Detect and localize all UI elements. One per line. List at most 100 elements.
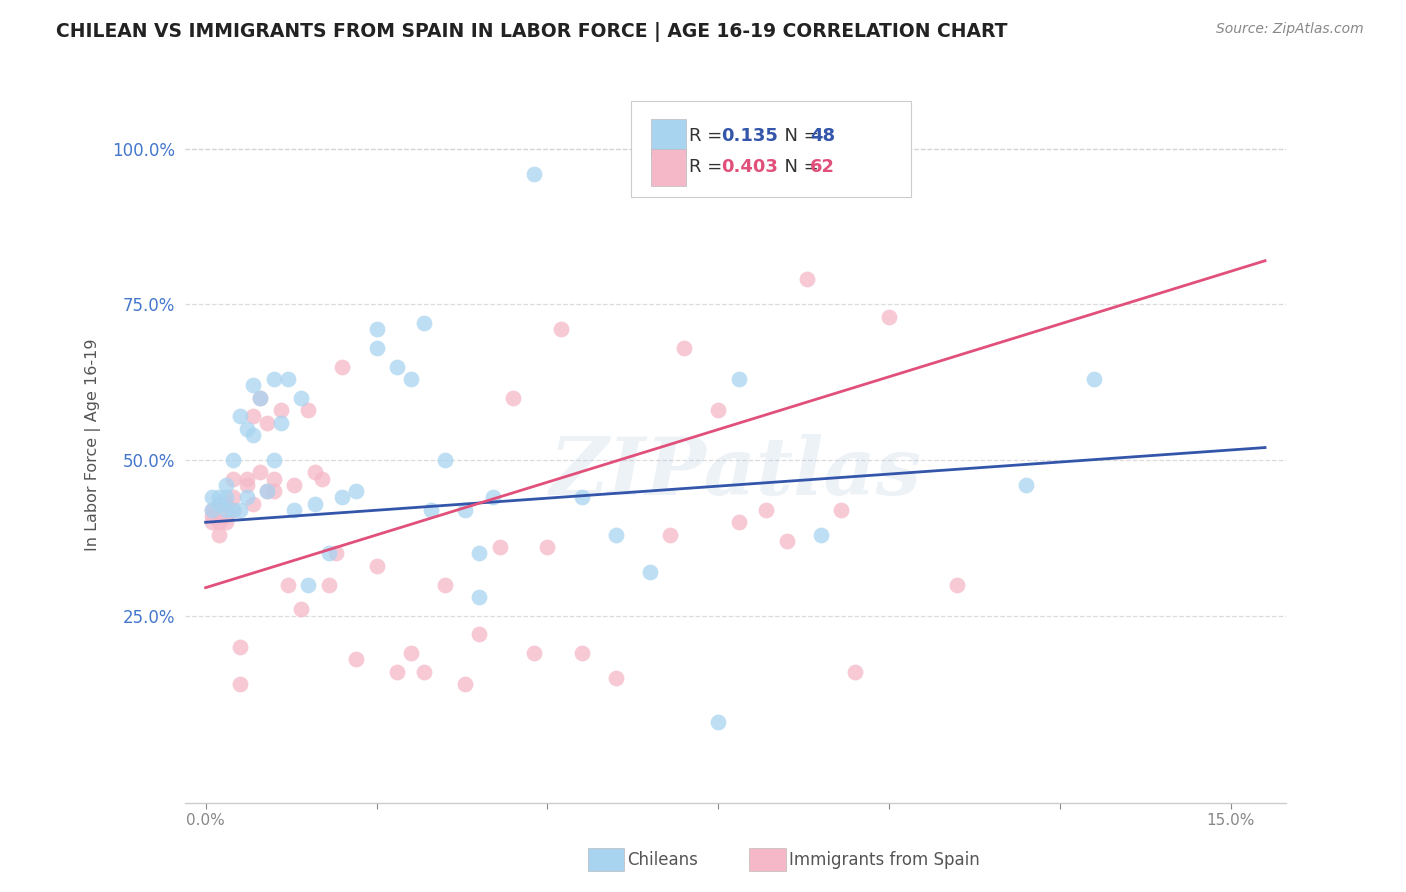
Text: 0.135: 0.135 (721, 128, 778, 145)
Point (277, 577, 299, 591)
FancyBboxPatch shape (631, 101, 911, 197)
Point (727, 372, 749, 386)
Point (249, 391, 271, 405)
Text: CHILEAN VS IMMIGRANTS FROM SPAIN IN LABOR FORCE | AGE 16-19 CORRELATION CHART: CHILEAN VS IMMIGRANTS FROM SPAIN IN LABO… (56, 22, 1008, 42)
Point (366, 558, 388, 573)
Point (242, 378, 264, 392)
Point (707, 714, 730, 729)
Point (304, 497, 326, 511)
Point (263, 472, 285, 486)
Point (366, 341, 388, 355)
Point (523, 167, 546, 181)
Point (468, 627, 491, 641)
Point (208, 516, 231, 530)
Point (659, 527, 682, 541)
Point (502, 391, 524, 405)
Point (222, 491, 245, 505)
Point (707, 403, 730, 417)
Point (638, 161, 661, 175)
Point (488, 540, 510, 554)
Point (571, 491, 593, 505)
Point (208, 527, 231, 541)
Text: 48: 48 (810, 128, 835, 145)
Point (468, 590, 491, 604)
Point (235, 422, 257, 436)
Text: N =: N = (773, 128, 824, 145)
FancyBboxPatch shape (651, 119, 686, 156)
Point (215, 478, 238, 492)
Point (208, 497, 231, 511)
Point (201, 509, 224, 524)
Point (366, 322, 388, 336)
Point (270, 416, 292, 430)
Point (222, 503, 245, 517)
Text: Source: ZipAtlas.com: Source: ZipAtlas.com (1216, 22, 1364, 37)
Point (796, 272, 818, 286)
Point (325, 546, 347, 560)
Point (229, 503, 252, 517)
Point (344, 484, 367, 499)
Point (399, 372, 422, 386)
Point (318, 577, 340, 591)
Point (208, 491, 231, 505)
Point (1083, 372, 1105, 386)
Point (413, 665, 436, 679)
Point (283, 478, 305, 492)
Text: 0.403: 0.403 (721, 158, 778, 177)
Point (201, 503, 224, 517)
Point (215, 516, 238, 530)
Point (201, 491, 224, 505)
Point (344, 652, 367, 666)
Point (775, 533, 797, 548)
Point (290, 391, 312, 405)
Text: Chileans: Chileans (627, 851, 697, 869)
Text: 62: 62 (810, 158, 835, 177)
Point (385, 665, 408, 679)
Point (810, 527, 832, 541)
Point (256, 484, 278, 499)
FancyBboxPatch shape (651, 149, 686, 186)
Point (242, 409, 264, 424)
Point (229, 640, 252, 654)
Point (1015, 478, 1038, 492)
Point (605, 527, 627, 541)
Point (523, 646, 546, 660)
Point (242, 428, 264, 442)
Point (755, 503, 778, 517)
Point (263, 484, 285, 499)
Point (638, 565, 661, 579)
Point (877, 310, 900, 324)
Point (229, 409, 252, 424)
Point (249, 466, 271, 480)
Point (222, 503, 245, 517)
Point (263, 372, 285, 386)
Point (454, 503, 477, 517)
Point (256, 416, 278, 430)
Point (235, 472, 257, 486)
Point (413, 316, 436, 330)
Point (201, 503, 224, 517)
Point (215, 491, 238, 505)
Point (399, 646, 422, 660)
Point (330, 491, 353, 505)
Point (830, 503, 852, 517)
Point (242, 497, 264, 511)
Point (235, 478, 257, 492)
Point (318, 546, 340, 560)
Point (550, 322, 572, 336)
Text: R =: R = (689, 128, 734, 145)
Point (229, 677, 252, 691)
Point (605, 671, 627, 685)
Point (249, 391, 271, 405)
Point (215, 503, 238, 517)
Point (433, 453, 456, 467)
Point (277, 372, 299, 386)
Point (222, 472, 245, 486)
Point (454, 677, 477, 691)
Point (208, 497, 231, 511)
Point (311, 472, 333, 486)
Point (571, 646, 593, 660)
Point (256, 484, 278, 499)
Point (215, 509, 238, 524)
Point (215, 497, 238, 511)
